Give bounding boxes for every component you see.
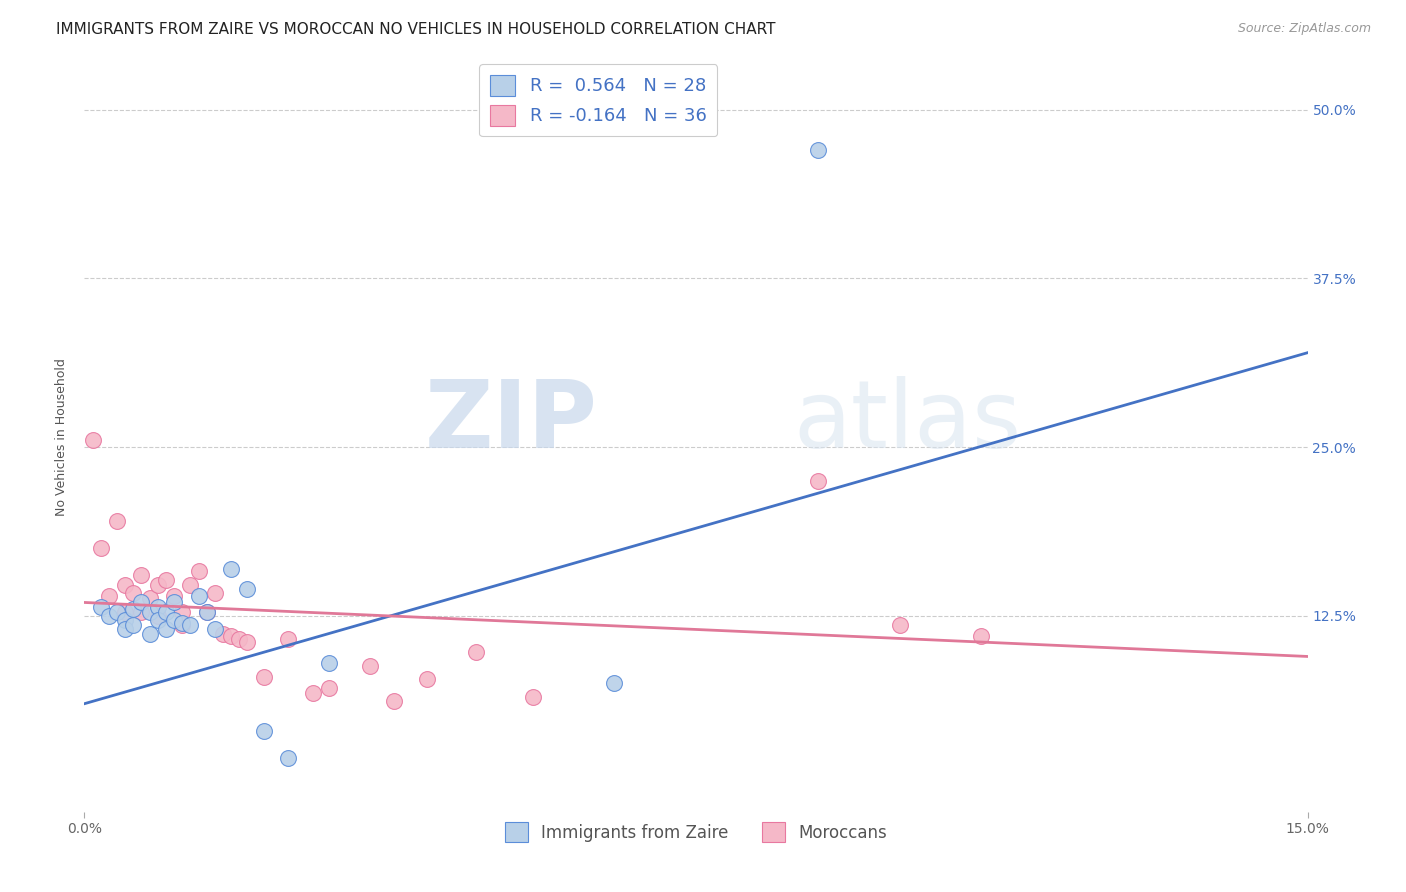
- Point: [318, 681, 340, 695]
- Point: [146, 609, 169, 624]
- Text: atlas: atlas: [794, 376, 1022, 468]
- Point: [155, 573, 177, 587]
- Point: [464, 645, 486, 659]
- Point: [204, 586, 226, 600]
- Point: [179, 578, 201, 592]
- Point: [603, 676, 626, 690]
- Text: Source: ZipAtlas.com: Source: ZipAtlas.com: [1237, 22, 1371, 36]
- Point: [138, 605, 160, 619]
- Point: [105, 605, 128, 619]
- Point: [195, 605, 218, 619]
- Text: IMMIGRANTS FROM ZAIRE VS MOROCCAN NO VEHICLES IN HOUSEHOLD CORRELATION CHART: IMMIGRANTS FROM ZAIRE VS MOROCCAN NO VEH…: [56, 22, 776, 37]
- Point: [82, 434, 104, 448]
- Point: [204, 623, 226, 637]
- Point: [122, 618, 145, 632]
- Point: [212, 626, 235, 640]
- Point: [114, 578, 136, 592]
- Point: [236, 582, 259, 596]
- Point: [219, 562, 242, 576]
- Point: [522, 690, 544, 704]
- Point: [97, 589, 120, 603]
- Point: [359, 659, 381, 673]
- Point: [146, 599, 169, 614]
- Point: [172, 605, 194, 619]
- Point: [114, 613, 136, 627]
- Point: [131, 568, 153, 582]
- Point: [172, 615, 194, 630]
- Point: [187, 589, 209, 603]
- Point: [195, 605, 218, 619]
- Text: ZIP: ZIP: [425, 376, 598, 468]
- Point: [301, 686, 323, 700]
- Point: [382, 694, 405, 708]
- Point: [889, 618, 911, 632]
- Point: [807, 474, 830, 488]
- Point: [131, 595, 153, 609]
- Point: [318, 657, 340, 671]
- Point: [155, 623, 177, 637]
- Point: [122, 586, 145, 600]
- Point: [97, 609, 120, 624]
- Point: [105, 515, 128, 529]
- Point: [253, 723, 276, 738]
- Point: [187, 565, 209, 579]
- Point: [970, 629, 993, 643]
- Legend: Immigrants from Zaire, Moroccans: Immigrants from Zaire, Moroccans: [498, 816, 894, 848]
- Point: [163, 613, 186, 627]
- Point: [163, 595, 186, 609]
- Point: [138, 626, 160, 640]
- Point: [138, 591, 160, 606]
- Point: [146, 613, 169, 627]
- Point: [253, 670, 276, 684]
- Point: [228, 632, 250, 646]
- Point: [131, 605, 153, 619]
- Point: [114, 623, 136, 637]
- Point: [179, 618, 201, 632]
- Point: [219, 629, 242, 643]
- Point: [90, 541, 112, 556]
- Y-axis label: No Vehicles in Household: No Vehicles in Household: [55, 359, 69, 516]
- Point: [90, 599, 112, 614]
- Point: [155, 605, 177, 619]
- Point: [163, 589, 186, 603]
- Point: [146, 578, 169, 592]
- Point: [114, 605, 136, 619]
- Point: [277, 750, 299, 764]
- Point: [416, 673, 439, 687]
- Point: [277, 632, 299, 646]
- Point: [807, 143, 830, 157]
- Point: [236, 634, 259, 648]
- Point: [172, 618, 194, 632]
- Point: [122, 602, 145, 616]
